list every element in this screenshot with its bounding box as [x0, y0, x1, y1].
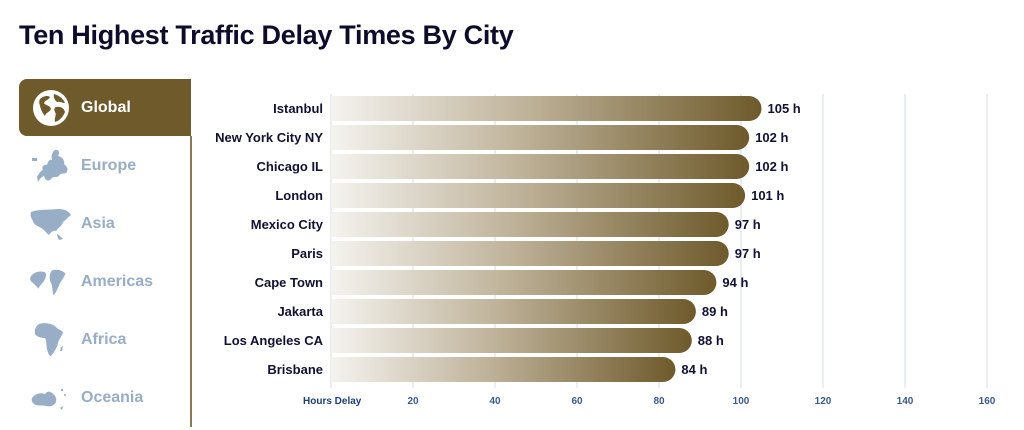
region-sidebar: Global Europe Asia Americas	[19, 79, 191, 427]
category-label: Los Angeles CA	[223, 333, 323, 348]
asia-map-icon	[27, 204, 75, 244]
sidebar-divider	[190, 136, 192, 427]
americas-map-icon	[27, 262, 75, 302]
category-label: Chicago IL	[256, 159, 323, 174]
value-label: 97 h	[734, 217, 761, 232]
value-label: 101 h	[751, 188, 785, 203]
region-label: Americas	[81, 272, 154, 290]
region-tab-europe[interactable]: Europe	[19, 137, 191, 194]
x-tick-label: 120	[814, 396, 832, 407]
value-label: 84 h	[681, 362, 708, 377]
category-label: Brisbane	[267, 362, 323, 377]
x-tick-label: 60	[571, 396, 583, 407]
region-label: Africa	[81, 330, 127, 348]
category-label: London	[275, 188, 323, 203]
europe-map-icon	[27, 146, 75, 186]
region-tab-global[interactable]: Global	[19, 79, 191, 136]
region-tab-africa[interactable]: Africa	[19, 311, 191, 368]
bar[interactable]	[331, 328, 692, 353]
category-label: Jakarta	[277, 304, 323, 319]
oceania-map-icon	[27, 378, 75, 418]
x-tick-label: 20	[407, 396, 419, 407]
x-tick-label: 140	[896, 396, 914, 407]
value-label: 89 h	[701, 304, 728, 319]
category-label: Mexico City	[250, 217, 323, 232]
page-title: Ten Highest Traffic Delay Times By City	[19, 20, 514, 50]
x-tick-label: 160	[978, 396, 996, 407]
bar[interactable]	[331, 154, 750, 179]
value-label: 88 h	[697, 333, 724, 348]
region-tab-americas[interactable]: Americas	[19, 253, 191, 310]
x-axis-title: Hours Delay	[303, 396, 362, 407]
x-tick-label: 100	[732, 396, 750, 407]
bar[interactable]	[331, 125, 750, 150]
bar[interactable]	[331, 183, 746, 208]
category-label: Paris	[291, 246, 323, 261]
region-label: Asia	[81, 214, 115, 232]
value-label: 102 h	[755, 159, 789, 174]
region-label: Oceania	[81, 388, 144, 406]
bar[interactable]	[331, 270, 717, 295]
bar[interactable]	[331, 241, 729, 266]
category-label: Istanbul	[273, 101, 323, 116]
value-label: 102 h	[755, 130, 789, 145]
x-tick-label: 80	[653, 396, 665, 407]
region-tab-oceania[interactable]: Oceania	[19, 369, 191, 426]
bar[interactable]	[331, 299, 696, 324]
x-tick-label: 40	[489, 396, 501, 407]
region-label: Global	[81, 98, 131, 116]
bar[interactable]	[331, 212, 729, 237]
africa-map-icon	[27, 320, 75, 360]
category-label: New York City NY	[215, 130, 323, 145]
region-tab-asia[interactable]: Asia	[19, 195, 191, 252]
category-label: Cape Town	[254, 275, 323, 290]
region-label: Europe	[81, 156, 137, 174]
value-label: 94 h	[722, 275, 749, 290]
bar[interactable]	[331, 357, 676, 382]
globe-icon	[27, 88, 75, 128]
bar[interactable]	[331, 96, 762, 121]
value-label: 97 h	[734, 246, 761, 261]
value-label: 105 h	[767, 101, 801, 116]
